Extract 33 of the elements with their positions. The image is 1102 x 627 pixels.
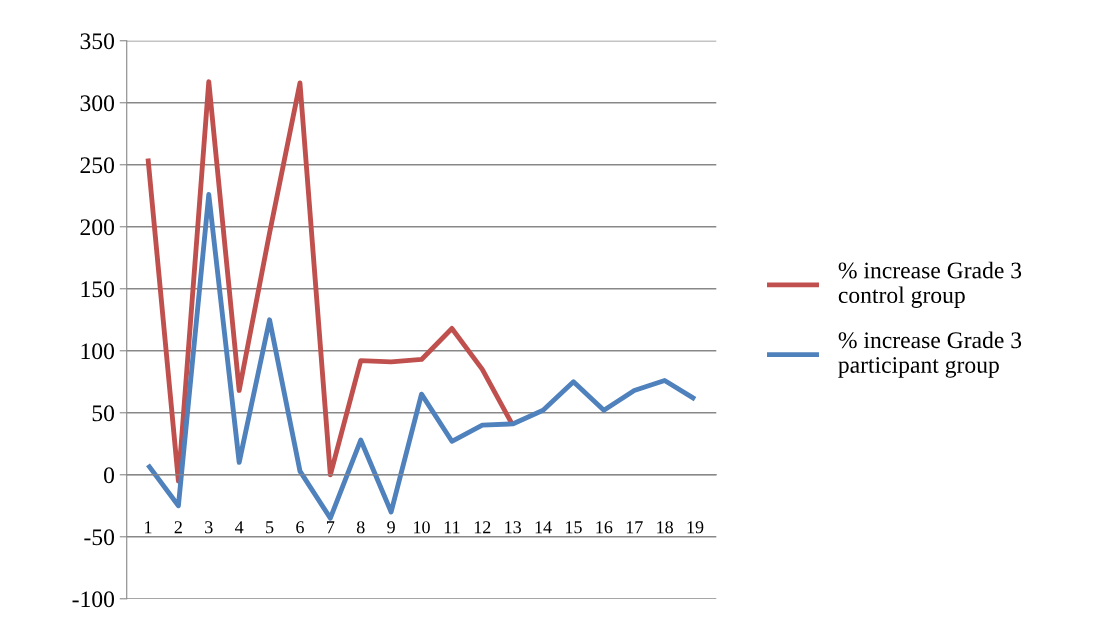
x-tick-label: 16 bbox=[596, 521, 613, 534]
y-tick-label: -100 bbox=[72, 591, 115, 608]
y-tick-label: 150 bbox=[81, 281, 115, 298]
x-tick-label: 18 bbox=[657, 521, 673, 534]
x-tick-label: 1 bbox=[145, 521, 152, 534]
legend-label: % increase Grade 3 control group bbox=[838, 261, 1022, 308]
x-tick-label: 17 bbox=[626, 521, 643, 534]
x-tick-label: 10 bbox=[414, 521, 430, 534]
x-tick-label: 5 bbox=[266, 521, 274, 534]
x-tick-label: 9 bbox=[387, 521, 395, 534]
y-tick-label: 300 bbox=[80, 95, 115, 112]
x-tick-label: 19 bbox=[687, 521, 704, 534]
line-series bbox=[145, 192, 698, 521]
x-tick-label: 4 bbox=[235, 521, 244, 534]
x-tick-label: 14 bbox=[535, 521, 552, 534]
y-tick-label: 250 bbox=[80, 157, 115, 174]
x-tick-label: 7 bbox=[327, 521, 335, 534]
x-tick-label: 12 bbox=[474, 521, 491, 534]
legend-label: % increase Grade 3 participant group bbox=[838, 331, 1022, 378]
x-tick-label: 15 bbox=[566, 521, 582, 534]
y-tick-label: 350 bbox=[80, 33, 115, 50]
y-tick-label: -50 bbox=[84, 529, 115, 546]
line-series bbox=[145, 79, 516, 484]
x-tick-label: 2 bbox=[174, 521, 182, 534]
x-tick-label: 3 bbox=[205, 521, 213, 534]
x-tick-label: 11 bbox=[444, 521, 460, 534]
y-tick-label: 100 bbox=[81, 343, 115, 360]
y-tick-label: 200 bbox=[80, 219, 115, 236]
x-tick-label: 8 bbox=[356, 521, 365, 534]
y-tick-label: 50 bbox=[92, 405, 115, 422]
y-tick-label: 0 bbox=[104, 467, 115, 484]
x-tick-label: 13 bbox=[505, 521, 522, 534]
x-tick-label: 6 bbox=[296, 521, 304, 534]
